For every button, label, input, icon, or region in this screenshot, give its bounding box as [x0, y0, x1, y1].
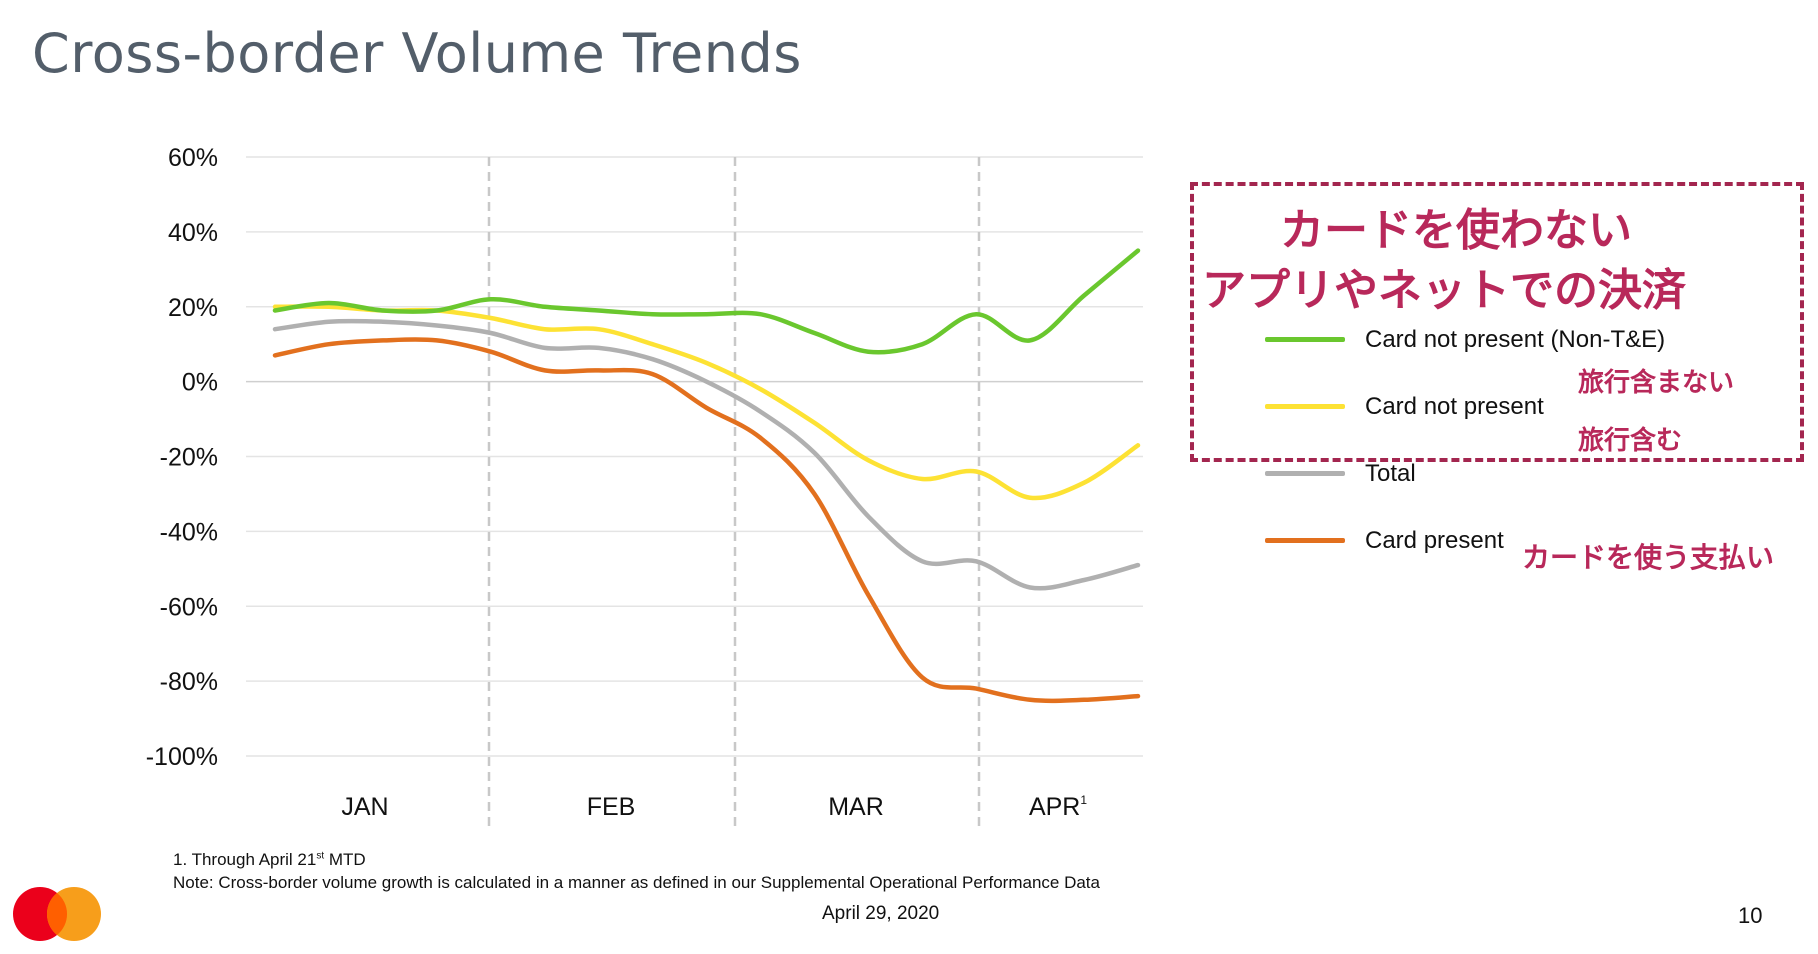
x-category-label: MAR	[828, 793, 884, 821]
legend-label-cnp: Card not present	[1365, 393, 1544, 420]
annotation-cnp-non-te: 旅行含まない	[1578, 368, 1735, 398]
legend-swatch-cnp-non-te	[1265, 337, 1345, 342]
legend-item-cnp-non-te: Card not present (Non-T&E)	[1265, 320, 1818, 360]
annotation-card-present: カードを使う支払い	[1522, 541, 1775, 574]
slide-title: Cross-border Volume Trends	[32, 22, 802, 85]
footnote-note: Note: Cross-border volume growth is calc…	[173, 873, 1100, 892]
footnote-superscript: st	[316, 850, 325, 862]
legend-item-card-present: Card present	[1265, 521, 1818, 561]
x-category-label: APR1	[1029, 793, 1087, 821]
y-tick-label: 40%	[168, 219, 218, 247]
mastercard-logo	[13, 887, 101, 941]
chart-series-lines	[272, 248, 1141, 704]
y-tick-label: 0%	[182, 369, 218, 397]
footnote-tail: MTD	[324, 850, 366, 869]
series-line-1	[272, 304, 1141, 501]
page-number: 10	[1738, 903, 1763, 928]
legend-label-cnp-non-te: Card not present (Non-T&E)	[1365, 326, 1666, 353]
month-dividers	[487, 157, 981, 826]
legend-label-total: Total	[1365, 460, 1416, 487]
legend-item-total: Total	[1265, 454, 1818, 494]
y-tick-label: -100%	[146, 743, 218, 771]
annotation-box-title-line1: カードを使わない	[1280, 205, 1632, 256]
footnote-text: 1. Through April 21	[173, 850, 317, 869]
x-category-superscript: 1	[1080, 793, 1087, 807]
y-tick-label: -60%	[160, 593, 218, 621]
y-tick-label: -20%	[160, 444, 218, 472]
x-category-label: JAN	[341, 793, 388, 821]
line-chart: 60% 40% 20% 0% -20% -40% -60% -80% -100% JAN FEB M…	[146, 144, 1143, 826]
legend-item-cnp: Card not present	[1265, 387, 1818, 427]
annotation-box-title-line2: アプリやネットでの決済	[1202, 265, 1686, 316]
y-tick-label: 20%	[168, 294, 218, 322]
series-line-3	[272, 337, 1141, 704]
annotation-cnp: 旅行含む	[1578, 426, 1683, 456]
slide-date: April 29, 2020	[822, 903, 940, 924]
x-category-label: FEB	[587, 793, 636, 821]
series-line-2	[272, 318, 1141, 591]
footnote-1: 1. Through April 21st MTD	[173, 850, 366, 870]
y-tick-label: -80%	[160, 668, 218, 696]
annotation-dashed-box	[1190, 182, 1804, 462]
legend-swatch-total	[1265, 471, 1345, 476]
y-axis-ticks: 60% 40% 20% 0% -20% -40% -60% -80% -100%	[146, 144, 218, 771]
y-tick-label: -40%	[160, 518, 218, 546]
series-line-0	[272, 248, 1141, 355]
x-axis-categories: JAN FEB MAR APR1	[341, 793, 1087, 821]
y-tick-label: 60%	[168, 144, 218, 172]
chart-gridlines	[246, 156, 1143, 757]
legend-label-card-present: Card present	[1365, 527, 1504, 554]
legend-swatch-card-present	[1265, 538, 1345, 543]
legend-swatch-cnp	[1265, 404, 1345, 409]
